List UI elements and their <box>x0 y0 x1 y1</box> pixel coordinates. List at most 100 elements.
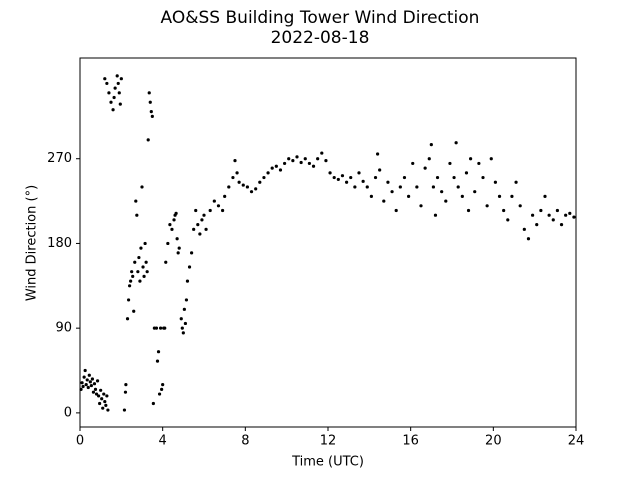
point <box>164 260 168 264</box>
point <box>448 161 452 166</box>
point <box>183 321 187 326</box>
point <box>382 199 386 203</box>
point <box>303 157 307 161</box>
point <box>124 383 128 387</box>
point <box>198 232 202 236</box>
point <box>184 298 189 302</box>
point <box>336 177 340 182</box>
point <box>157 392 162 396</box>
point <box>177 246 181 250</box>
point <box>204 227 208 231</box>
point <box>460 194 464 198</box>
point <box>185 279 190 283</box>
point <box>452 175 456 180</box>
point <box>485 204 489 208</box>
point <box>149 110 153 114</box>
point <box>105 394 109 398</box>
point <box>522 227 526 231</box>
point <box>145 270 149 274</box>
point <box>156 350 161 354</box>
x-tick-label: 12 <box>320 434 337 449</box>
point <box>143 241 147 246</box>
point <box>531 213 535 217</box>
point <box>258 180 262 184</box>
point <box>233 159 237 163</box>
point <box>547 213 551 217</box>
point <box>324 159 328 163</box>
point <box>134 199 138 203</box>
point <box>262 175 266 180</box>
point <box>493 180 497 184</box>
point <box>130 270 134 274</box>
point <box>291 159 295 163</box>
point <box>423 166 427 170</box>
point <box>160 387 164 391</box>
point <box>187 265 192 269</box>
point <box>123 390 128 394</box>
point <box>181 331 185 335</box>
point <box>249 190 254 194</box>
point <box>117 91 121 95</box>
x-tick-label: 24 <box>568 434 585 449</box>
point <box>82 375 86 379</box>
point <box>192 227 196 231</box>
point <box>154 326 159 330</box>
point <box>179 317 183 321</box>
point <box>128 284 132 288</box>
point <box>85 378 89 382</box>
x-tick-label: 0 <box>76 434 84 449</box>
point <box>140 185 144 189</box>
point <box>118 102 122 106</box>
point <box>103 77 107 81</box>
point <box>454 141 458 145</box>
point <box>440 190 444 194</box>
point <box>98 401 102 406</box>
point <box>90 377 94 381</box>
y-tick-label: 90 <box>55 321 72 336</box>
point <box>394 208 398 213</box>
point <box>105 81 109 86</box>
point <box>402 175 407 180</box>
point <box>435 175 440 180</box>
plot-area <box>79 74 576 412</box>
point <box>411 161 415 166</box>
point <box>83 368 87 373</box>
point <box>142 274 146 278</box>
point <box>146 138 150 142</box>
point <box>147 91 151 95</box>
point <box>155 359 160 363</box>
point <box>116 81 120 86</box>
point <box>212 199 216 203</box>
point <box>535 223 539 227</box>
point <box>466 208 471 213</box>
point <box>208 208 212 213</box>
point <box>88 380 92 384</box>
point <box>151 401 155 406</box>
point <box>135 213 139 217</box>
point <box>125 317 130 321</box>
point <box>464 171 469 175</box>
point <box>353 185 357 189</box>
point <box>174 211 178 215</box>
point <box>429 143 433 147</box>
point <box>345 180 349 184</box>
point <box>376 152 380 156</box>
point <box>551 218 555 222</box>
point <box>103 399 107 404</box>
point <box>510 194 514 198</box>
point <box>139 246 143 250</box>
point <box>227 185 231 189</box>
point <box>283 161 287 166</box>
point <box>182 307 186 311</box>
point <box>87 373 91 377</box>
point <box>172 218 176 222</box>
point <box>278 168 283 172</box>
point <box>133 260 137 264</box>
point <box>170 227 174 231</box>
point <box>254 187 258 191</box>
point <box>94 392 99 396</box>
point <box>202 213 206 217</box>
point <box>311 164 316 168</box>
point <box>241 183 245 187</box>
